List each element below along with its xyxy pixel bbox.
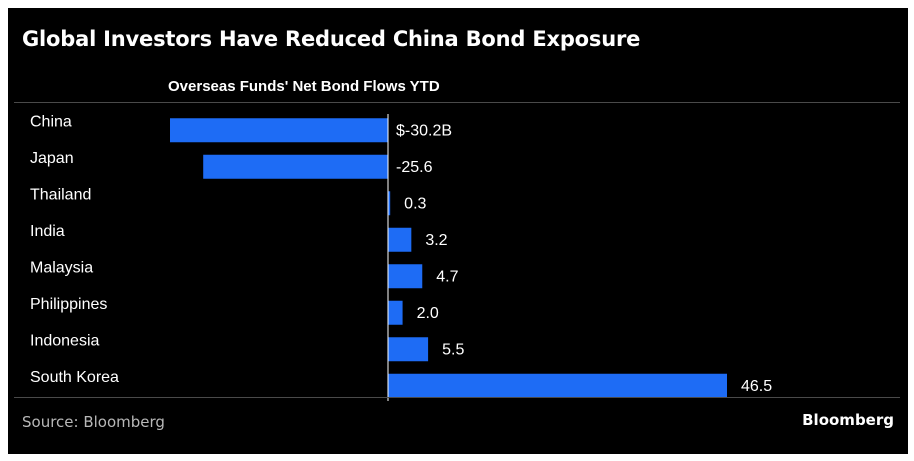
bar (388, 264, 423, 289)
bar (388, 373, 727, 398)
category-label: Indonesia (30, 332, 99, 349)
bar (203, 154, 388, 179)
category-label: South Korea (30, 369, 119, 386)
source-note: Source: Bloomberg (22, 413, 165, 431)
value-label: -25.6 (396, 159, 433, 176)
category-label: Philippines (30, 296, 107, 313)
value-label: 4.7 (436, 268, 458, 285)
category-label: Thailand (30, 186, 91, 203)
bar (170, 118, 388, 143)
category-label: Japan (30, 150, 74, 167)
value-label: 5.5 (442, 341, 464, 358)
category-label: Malaysia (30, 259, 93, 276)
bar (388, 300, 403, 325)
value-label: 0.3 (404, 195, 426, 212)
top-divider (14, 102, 900, 103)
chart-title: Global Investors Have Reduced China Bond… (22, 27, 641, 51)
bloomberg-logo: Bloomberg (802, 411, 894, 429)
value-label: 3.2 (425, 232, 447, 249)
bar (388, 337, 429, 362)
chart-subtitle: Overseas Funds' Net Bond Flows YTD (168, 78, 440, 95)
value-label: 46.5 (741, 378, 772, 395)
bottom-divider (14, 397, 900, 398)
bar (388, 191, 391, 216)
category-label: India (30, 223, 65, 240)
category-label: China (30, 113, 72, 130)
value-label: $-30.2B (396, 122, 452, 139)
value-label: 2.0 (417, 305, 439, 322)
bar (388, 227, 412, 252)
